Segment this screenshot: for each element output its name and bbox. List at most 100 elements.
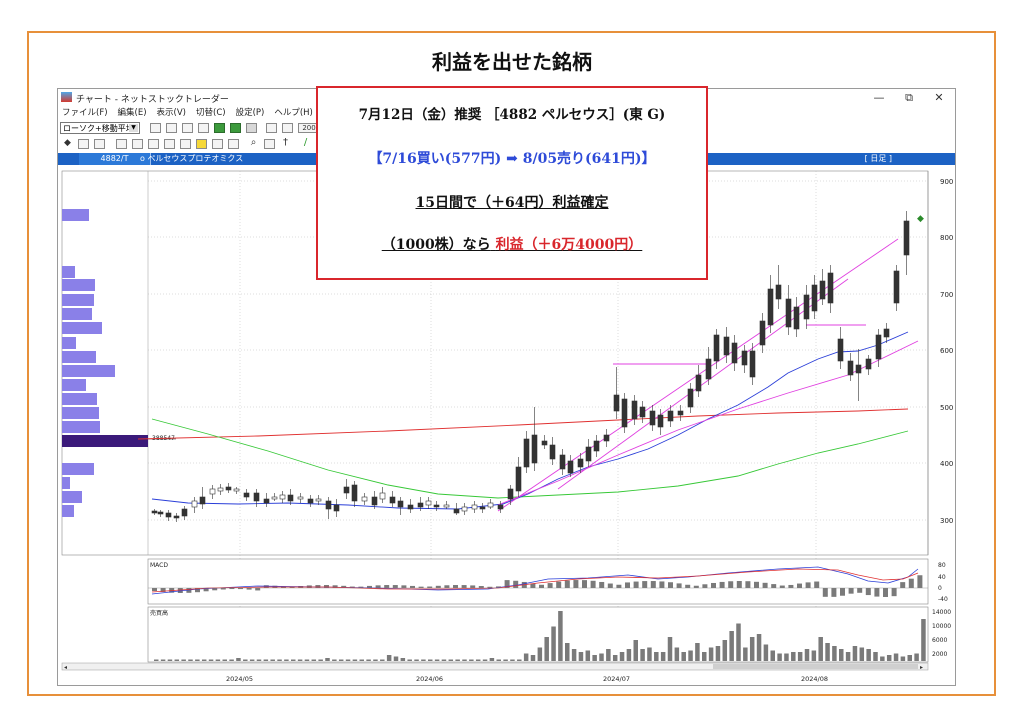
volume-bar xyxy=(647,647,652,661)
macd-bar xyxy=(220,588,226,590)
profile-bar xyxy=(62,379,86,391)
macd-bar xyxy=(418,586,424,588)
bar-icon[interactable] xyxy=(94,139,105,149)
window-title: チャート - ネットストックトレーダー xyxy=(76,95,229,105)
macd-bar xyxy=(392,585,398,588)
candle-body xyxy=(687,388,694,408)
indicator-icon-1[interactable] xyxy=(212,139,223,149)
volume-bar xyxy=(640,649,645,661)
chart-icon-3[interactable] xyxy=(182,123,193,133)
volume-bar xyxy=(729,631,734,661)
layout-icon[interactable] xyxy=(116,139,127,149)
line-icon[interactable] xyxy=(180,139,191,149)
candle-body xyxy=(263,498,270,504)
profile-bar xyxy=(62,365,115,377)
volume-bar xyxy=(338,659,344,661)
candlesticks xyxy=(151,211,910,522)
volume-bar xyxy=(167,659,173,661)
chart-icon-1[interactable] xyxy=(150,123,161,133)
volume-bar xyxy=(832,646,837,661)
candle-body xyxy=(287,494,294,502)
compare-icon[interactable] xyxy=(266,123,277,133)
indicator-icon-2[interactable] xyxy=(228,139,239,149)
grid-icon[interactable] xyxy=(282,123,293,133)
candle-body xyxy=(713,334,720,362)
macd-bar xyxy=(668,582,673,588)
horizontal-scrollbar[interactable] xyxy=(61,662,929,671)
close-button[interactable]: ✕ xyxy=(934,91,944,104)
volume-bar xyxy=(517,659,522,661)
warning-icon[interactable] xyxy=(196,139,207,149)
candle-body xyxy=(333,504,340,512)
chart-type-select[interactable]: ローソク+移動平均 ▼ xyxy=(60,122,140,134)
volume-bar xyxy=(578,652,584,661)
volume-bar xyxy=(900,656,906,661)
zoom-out-icon[interactable] xyxy=(264,139,275,149)
volume-bar xyxy=(366,659,371,661)
candle-body xyxy=(523,438,530,468)
macd-bar xyxy=(607,583,613,588)
volume-bar xyxy=(612,655,618,661)
volume-bar xyxy=(311,659,317,661)
candle-body xyxy=(471,504,478,510)
volume-tick: 6000 xyxy=(932,637,947,644)
menu-view[interactable]: 表示(V) xyxy=(156,108,186,118)
chart-icon-5[interactable] xyxy=(214,123,225,133)
volume-profile xyxy=(62,209,176,517)
chevron-down-icon[interactable]: ▼ xyxy=(129,124,138,132)
macd-bar xyxy=(547,583,553,588)
scroll-left-icon[interactable]: ◂ xyxy=(64,664,67,671)
macd-bar xyxy=(685,584,691,588)
volume-bar xyxy=(736,623,741,661)
table-icon-1[interactable] xyxy=(132,139,143,149)
macd-bar xyxy=(771,584,777,588)
macd-bar xyxy=(341,585,347,588)
diamond-icon[interactable]: ◆ xyxy=(64,138,71,148)
profile-bar xyxy=(62,407,99,419)
menu-edit[interactable]: 編集(E) xyxy=(117,108,147,118)
table-icon-2[interactable] xyxy=(148,139,159,149)
menu-help[interactable]: ヘルプ(H) xyxy=(274,108,313,118)
menu-switch[interactable]: 切替(C) xyxy=(196,108,226,118)
menu-file[interactable]: ファイル(F) xyxy=(62,108,108,118)
volume-bar xyxy=(633,640,638,661)
price-tick: 400 xyxy=(940,460,953,468)
minimize-button[interactable]: — xyxy=(873,91,885,104)
profile-bar xyxy=(62,337,76,349)
volume-bar xyxy=(174,659,180,661)
menu-settings[interactable]: 設定(P) xyxy=(235,108,265,118)
candle-body xyxy=(173,515,180,519)
candle-body xyxy=(279,494,286,500)
scrollbar-thumb[interactable] xyxy=(713,664,918,669)
ma-long-line xyxy=(151,418,909,499)
chart-icon-2[interactable] xyxy=(166,123,177,133)
candle-body xyxy=(191,500,198,508)
period-label[interactable]: [ 日足 ] xyxy=(864,154,892,163)
macd-bar xyxy=(719,581,725,588)
macd-bar xyxy=(203,588,209,592)
restore-button[interactable]: ⧉ xyxy=(905,91,913,104)
pen-icon[interactable]: / xyxy=(303,137,308,148)
candle-body xyxy=(487,502,494,508)
macd-bar xyxy=(401,585,407,588)
zoom-icon[interactable]: ⌕ xyxy=(250,137,257,148)
candle-body xyxy=(837,338,844,362)
candle-body xyxy=(151,510,158,514)
table-icon-3[interactable] xyxy=(164,139,175,149)
chart-icon-7[interactable] xyxy=(246,123,257,133)
chart-icon-4[interactable] xyxy=(198,123,209,133)
cross-icon[interactable]: † xyxy=(283,137,288,148)
candle-body xyxy=(397,500,404,508)
candle-body xyxy=(559,454,566,470)
stock-code[interactable]: 4882/T xyxy=(79,153,151,165)
scroll-right-icon[interactable]: ▸ xyxy=(920,664,923,671)
volume-bar xyxy=(756,634,762,661)
scroll-icon[interactable] xyxy=(78,139,89,149)
volume-bar xyxy=(914,653,919,661)
profit-days-line: 15日間で（＋64円）利益確定 xyxy=(415,195,609,211)
candle-body xyxy=(225,486,232,491)
candle-body xyxy=(855,364,862,374)
macd-bar xyxy=(650,581,656,588)
chart-icon-6[interactable] xyxy=(230,123,241,133)
volume-bar xyxy=(181,659,186,661)
